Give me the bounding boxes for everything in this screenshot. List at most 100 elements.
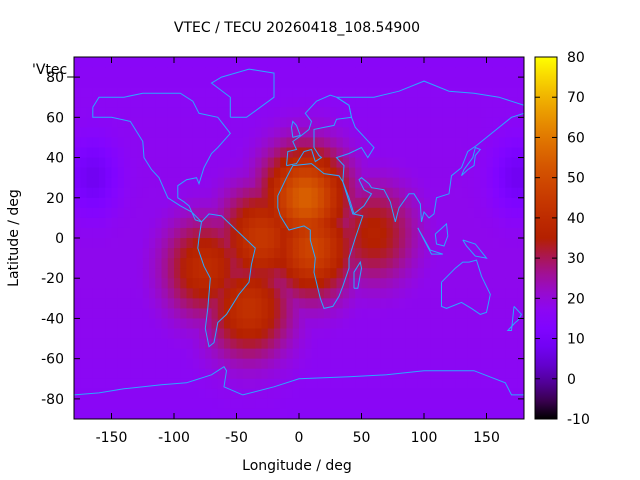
heatmap-cell: [142, 298, 150, 309]
heatmap-cell: [274, 77, 281, 88]
heatmap-cell: [330, 298, 338, 309]
heatmap-cell: [367, 117, 375, 128]
heatmap-cell: [486, 87, 494, 98]
heatmap-cell: [486, 107, 494, 118]
heatmap-cell: [292, 368, 300, 380]
heatmap-cell: [217, 177, 225, 189]
heatmap-cell: [386, 187, 394, 199]
heatmap-cell: [349, 258, 356, 269]
heatmap-cell: [392, 147, 400, 159]
heatmap-cell: [474, 238, 481, 249]
heatmap-cell: [242, 288, 250, 299]
heatmap-cell: [474, 177, 481, 189]
heatmap-cell: [505, 127, 513, 139]
heatmap-cell: [105, 258, 113, 269]
heatmap-cell: [130, 77, 138, 88]
heatmap-cell: [149, 187, 156, 199]
heatmap-cell: [342, 348, 350, 360]
heatmap-cell: [192, 197, 200, 209]
heatmap-cell: [330, 238, 338, 249]
heatmap-cell: [505, 117, 513, 128]
heatmap-cell: [217, 398, 225, 410]
heatmap-cell: [449, 167, 456, 179]
heatmap-cell: [236, 127, 244, 139]
heatmap-cell: [249, 87, 256, 98]
heatmap-cell: [449, 117, 456, 128]
heatmap-cell: [349, 137, 356, 149]
heatmap-cell: [386, 278, 394, 289]
heatmap-cell: [355, 398, 363, 410]
heatmap-cell: [486, 318, 494, 330]
heatmap-cell: [155, 308, 163, 320]
heatmap-cell: [92, 328, 100, 340]
heatmap-cell: [217, 248, 225, 259]
heatmap-cell: [305, 338, 313, 350]
heatmap-cell: [305, 268, 313, 279]
heatmap-cell: [130, 97, 138, 108]
heatmap-cell: [92, 408, 100, 419]
heatmap-cell: [136, 147, 144, 159]
heatmap-cell: [480, 238, 488, 249]
heatmap-cell: [405, 227, 413, 239]
heatmap-cell: [361, 298, 369, 309]
heatmap-cell: [167, 207, 175, 219]
heatmap-cell: [186, 298, 194, 309]
heatmap-cell: [442, 157, 450, 169]
heatmap-cell: [349, 107, 356, 118]
heatmap-cell: [117, 57, 125, 68]
heatmap-cell: [299, 147, 306, 159]
heatmap-cell: [149, 197, 156, 209]
heatmap-cell: [136, 388, 144, 400]
heatmap-cell: [461, 328, 469, 340]
heatmap-cell: [392, 288, 400, 299]
heatmap-cell: [167, 177, 175, 189]
heatmap-cell: [492, 157, 500, 169]
heatmap-cell: [361, 348, 369, 360]
heatmap-cell: [305, 77, 313, 88]
heatmap-cell: [467, 288, 475, 299]
heatmap-cell: [180, 398, 188, 410]
heatmap-cell: [280, 127, 288, 139]
heatmap-cell: [255, 227, 263, 239]
heatmap-cell: [374, 227, 381, 239]
heatmap-cell: [399, 107, 406, 118]
heatmap-cell: [430, 217, 438, 229]
heatmap-cell: [461, 97, 469, 108]
heatmap-cell: [130, 348, 138, 360]
heatmap-cell: [417, 378, 425, 390]
heatmap-cell: [486, 368, 494, 380]
heatmap-cell: [186, 368, 194, 380]
heatmap-cell: [436, 137, 444, 149]
heatmap-cell: [436, 67, 444, 78]
heatmap-cell: [461, 197, 469, 209]
heatmap-cell: [249, 328, 256, 340]
heatmap-cell: [417, 117, 425, 128]
heatmap-cell: [99, 298, 106, 309]
heatmap-cell: [230, 328, 238, 340]
heatmap-cell: [117, 338, 125, 350]
heatmap-cell: [136, 378, 144, 390]
heatmap-cell: [255, 368, 263, 380]
heatmap-cell: [149, 298, 156, 309]
heatmap-cell: [411, 107, 419, 118]
heatmap-cell: [374, 258, 381, 269]
heatmap-cell: [261, 318, 269, 330]
heatmap-cell: [167, 288, 175, 299]
heatmap-cell: [117, 278, 125, 289]
heatmap-cell: [399, 87, 406, 98]
heatmap-cell: [499, 238, 506, 249]
heatmap-cell: [386, 378, 394, 390]
heatmap-cell: [342, 137, 350, 149]
heatmap-cell: [286, 217, 294, 229]
heatmap-cell: [449, 197, 456, 209]
heatmap-cell: [136, 117, 144, 128]
heatmap-cell: [386, 358, 394, 370]
heatmap-cell: [292, 207, 300, 219]
heatmap-cell: [86, 298, 94, 309]
heatmap-cell: [92, 308, 100, 320]
heatmap-cell: [155, 288, 163, 299]
heatmap-cell: [367, 298, 375, 309]
heatmap-cell: [180, 358, 188, 370]
heatmap-cell: [505, 187, 513, 199]
heatmap-cell: [161, 248, 169, 259]
